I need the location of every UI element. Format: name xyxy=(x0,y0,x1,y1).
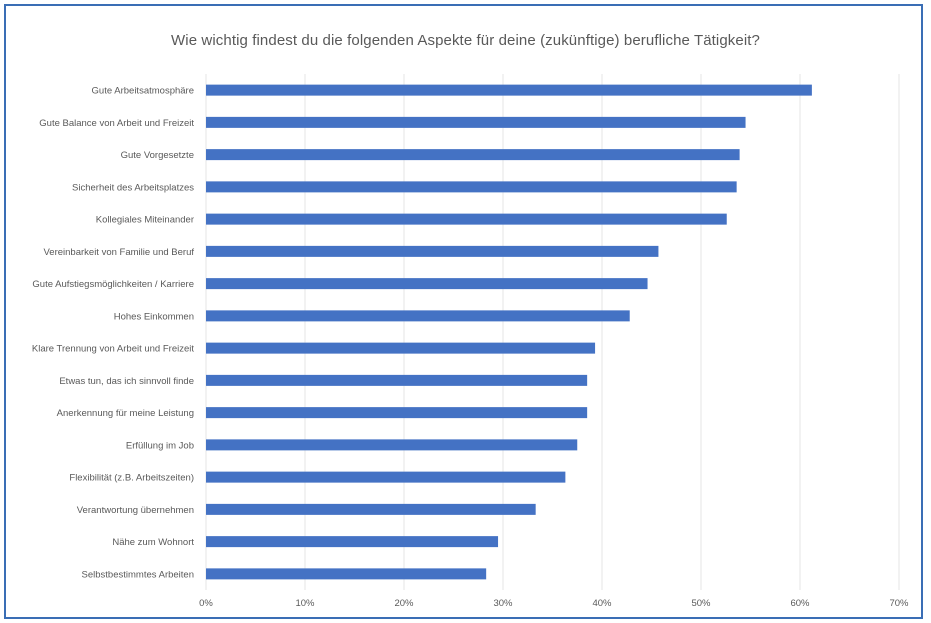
category-label: Sicherheit des Arbeitsplatzes xyxy=(72,182,194,193)
x-tick-label: 40% xyxy=(592,598,612,609)
x-tick-label: 70% xyxy=(889,598,909,609)
category-label: Kollegiales Miteinander xyxy=(96,215,194,226)
x-tick-labels: 0% 10% 20% 30% 40% 50% 60% 70% xyxy=(199,598,909,609)
bar xyxy=(206,536,499,548)
x-tick-label: 50% xyxy=(691,598,711,609)
bar xyxy=(206,503,536,515)
category-label: Erfüllung im Job xyxy=(126,440,194,451)
bar xyxy=(206,149,740,161)
x-tick-label: 60% xyxy=(790,598,810,609)
category-label: Selbstbestimmtes Arbeiten xyxy=(82,569,194,580)
bar xyxy=(206,213,727,225)
category-label: Verantwortung übernehmen xyxy=(77,505,194,516)
bar xyxy=(206,245,659,257)
bar xyxy=(206,471,566,483)
bar xyxy=(206,116,746,128)
category-labels: Gute Arbeitsatmosphäre Gute Balance von A… xyxy=(32,86,194,581)
bar xyxy=(206,181,737,193)
category-label: Klare Trennung von Arbeit und Freizeit xyxy=(32,344,194,355)
category-label: Gute Vorgesetzte xyxy=(121,150,194,161)
category-label: Etwas tun, das ich sinnvoll finde xyxy=(59,376,194,387)
category-label: Nähe zum Wohnort xyxy=(112,537,194,548)
x-tick-label: 10% xyxy=(295,598,315,609)
bar xyxy=(206,568,487,580)
category-label: Hohes Einkommen xyxy=(114,311,194,322)
bar xyxy=(206,84,812,96)
bar xyxy=(206,407,588,419)
category-label: Gute Arbeitsatmosphäre xyxy=(92,86,194,97)
chart-title: Wie wichtig findest du die folgenden Asp… xyxy=(171,32,760,49)
x-tick-label: 20% xyxy=(394,598,414,609)
bar xyxy=(206,310,630,322)
bar xyxy=(206,439,578,451)
category-label: Anerkennung für meine Leistung xyxy=(57,408,194,419)
x-tick-label: 0% xyxy=(199,598,213,609)
bar xyxy=(206,342,596,354)
category-label: Gute Balance von Arbeit und Freizeit xyxy=(39,118,194,129)
x-tick-label: 30% xyxy=(493,598,513,609)
category-label: Flexibilität (z.B. Arbeitszeiten) xyxy=(69,473,194,484)
bar xyxy=(206,278,648,290)
category-label: Gute Aufstiegsmöglichkeiten / Karriere xyxy=(32,279,194,290)
bars xyxy=(206,84,812,580)
category-label: Vereinbarkeit von Familie und Beruf xyxy=(44,247,195,258)
bar xyxy=(206,374,588,386)
